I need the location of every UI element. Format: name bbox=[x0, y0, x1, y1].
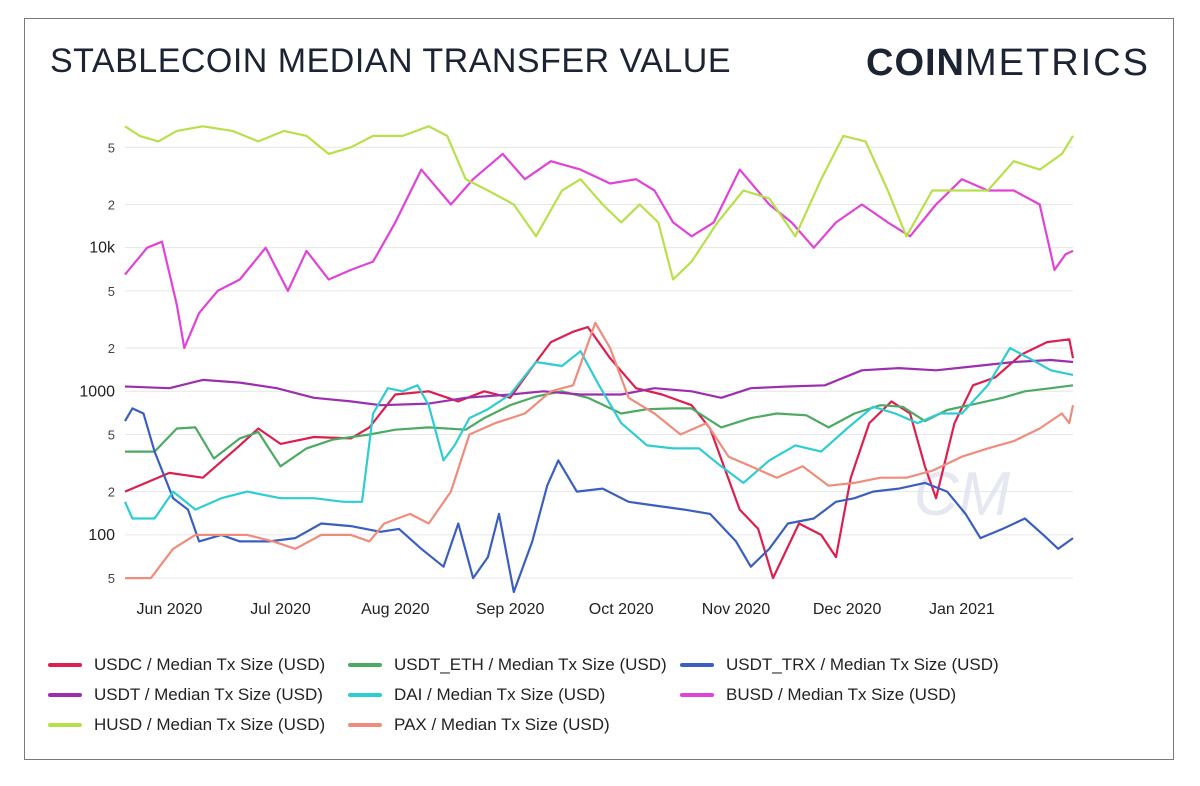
legend-swatch bbox=[680, 693, 714, 697]
series-line-7 bbox=[125, 321, 1075, 580]
legend-item[interactable]: USDC / Median Tx Size (USD) bbox=[48, 655, 325, 675]
x-tick-label: Jul 2020 bbox=[250, 601, 311, 618]
series-line-2 bbox=[124, 407, 1074, 594]
legend-label: DAI / Median Tx Size (USD) bbox=[394, 685, 606, 704]
chart-frame bbox=[24, 18, 1174, 760]
legend-label: BUSD / Median Tx Size (USD) bbox=[726, 685, 957, 704]
x-tick-label: Aug 2020 bbox=[361, 601, 430, 618]
y-tick-label: 5 bbox=[108, 427, 115, 442]
series-lines bbox=[123, 125, 1075, 594]
legend-swatch bbox=[48, 723, 82, 727]
y-tick-label: 2 bbox=[108, 485, 115, 500]
legend-item[interactable]: BUSD / Median Tx Size (USD) bbox=[680, 685, 956, 705]
legend-swatch bbox=[680, 663, 714, 667]
legend-item[interactable]: USDT_TRX / Median Tx Size (USD) bbox=[680, 655, 999, 675]
legend-label: USDT_TRX / Median Tx Size (USD) bbox=[726, 655, 999, 674]
series-line-6 bbox=[124, 125, 1074, 281]
legend-item[interactable]: USDT_ETH / Median Tx Size (USD) bbox=[348, 655, 667, 675]
legend-label: USDT_ETH / Median Tx Size (USD) bbox=[394, 655, 667, 674]
y-tick-label: 5 bbox=[108, 284, 115, 299]
y-axis-ticks: 5 100 2 5 1000 2 5 10k 2 5 bbox=[79, 140, 116, 586]
legend-item[interactable]: PAX / Median Tx Size (USD) bbox=[348, 715, 610, 735]
y-tick-label: 10k bbox=[89, 240, 116, 257]
legend-swatch bbox=[348, 723, 382, 727]
y-tick-label: 5 bbox=[108, 571, 115, 586]
legend-item[interactable]: DAI / Median Tx Size (USD) bbox=[348, 685, 605, 705]
x-axis-ticks: Jun 2020 Jul 2020 Aug 2020 Sep 2020 Oct 2020… bbox=[137, 601, 995, 618]
logo-light: METRICS bbox=[965, 42, 1150, 84]
series-line-3 bbox=[124, 358, 1074, 407]
grid-lines bbox=[125, 146, 1073, 579]
x-tick-label: Sep 2020 bbox=[476, 601, 545, 618]
series-line-5 bbox=[124, 152, 1074, 350]
legend-item[interactable]: HUSD / Median Tx Size (USD) bbox=[48, 715, 325, 735]
watermark-logo: CM bbox=[914, 460, 1011, 529]
y-tick-label: 2 bbox=[108, 341, 115, 356]
x-tick-label: Nov 2020 bbox=[702, 601, 771, 618]
y-tick-label: 100 bbox=[88, 527, 115, 544]
y-tick-label: 1000 bbox=[79, 383, 115, 400]
legend-label: PAX / Median Tx Size (USD) bbox=[394, 715, 610, 734]
legend-label: USDC / Median Tx Size (USD) bbox=[94, 655, 326, 674]
legend-label: USDT / Median Tx Size (USD) bbox=[94, 685, 323, 704]
page-title: STABLECOIN MEDIAN TRANSFER VALUE bbox=[50, 42, 732, 80]
series-line-4 bbox=[123, 346, 1074, 520]
legend-label: HUSD / Median Tx Size (USD) bbox=[94, 715, 326, 734]
legend-swatch bbox=[48, 663, 82, 667]
x-tick-label: Jun 2020 bbox=[137, 601, 203, 618]
x-tick-label: Oct 2020 bbox=[589, 601, 654, 618]
brand-logo: COINMETRICS bbox=[866, 42, 1150, 85]
y-tick-label: 5 bbox=[108, 140, 115, 155]
legend-item[interactable]: USDT / Median Tx Size (USD) bbox=[48, 685, 323, 705]
x-tick-label: Dec 2020 bbox=[813, 601, 882, 618]
series-line-1 bbox=[125, 384, 1074, 468]
legend-swatch bbox=[48, 693, 82, 697]
y-tick-label: 2 bbox=[108, 197, 115, 212]
legend-swatch bbox=[348, 663, 382, 667]
x-tick-label: Jan 2021 bbox=[929, 601, 995, 618]
logo-bold: COIN bbox=[866, 42, 965, 84]
legend-swatch bbox=[348, 693, 382, 697]
